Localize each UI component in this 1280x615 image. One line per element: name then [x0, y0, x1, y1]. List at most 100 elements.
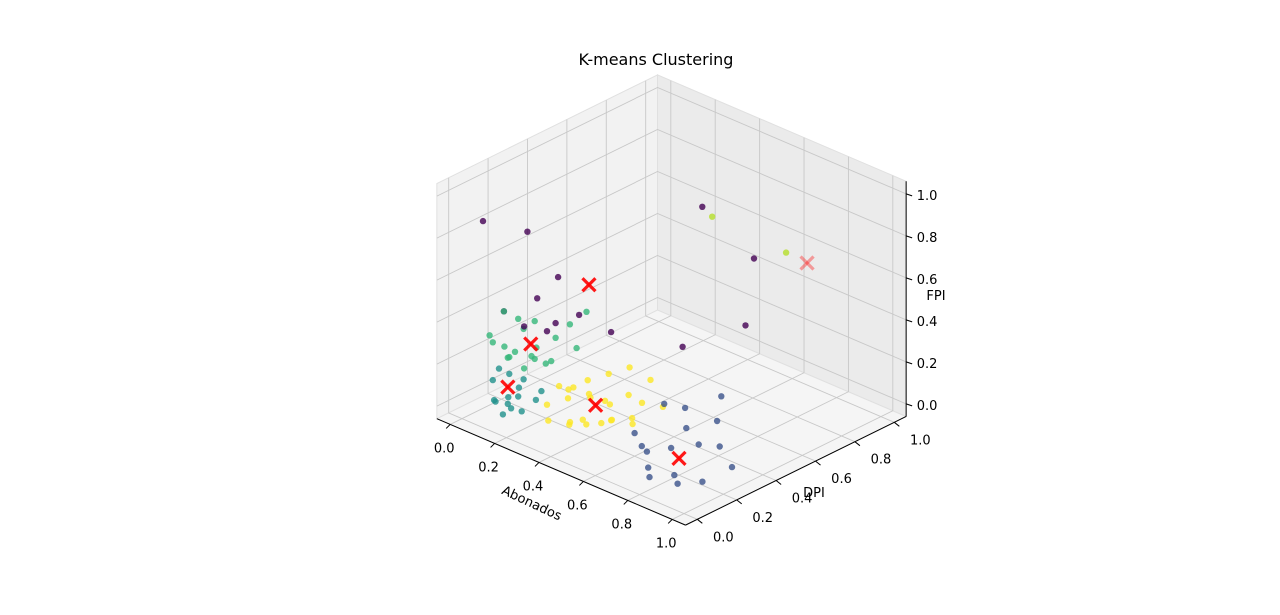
- cluster-3-point: [573, 344, 580, 352]
- z-tick-mark: [905, 319, 913, 323]
- z-tick-mark: [905, 235, 913, 239]
- cluster-1-point: [674, 480, 681, 487]
- cluster-1-point: [681, 404, 689, 412]
- cluster-2-point: [504, 400, 511, 408]
- z-gridline: [436, 128, 907, 239]
- cluster-1-point: [699, 478, 706, 485]
- cluster-1-point: [716, 443, 723, 450]
- cluster-1-point: [631, 429, 638, 437]
- cluster-0-point: [679, 343, 686, 350]
- z-tick-mark: [905, 277, 913, 281]
- cluster-5-point: [647, 376, 654, 384]
- x-axis-line: [436, 418, 686, 526]
- scatter-points: [479, 203, 790, 487]
- y-gridline: [645, 80, 895, 423]
- cluster-3-point: [500, 308, 508, 315]
- cluster-5-point: [564, 395, 572, 402]
- cluster-5-point: [543, 401, 551, 408]
- x-gridline: [494, 99, 716, 444]
- x-tick-label: 0.4: [523, 479, 544, 494]
- cluster-0-point: [520, 323, 528, 330]
- y-gridline: [487, 158, 737, 501]
- cluster-3-point: [542, 360, 549, 367]
- cluster-5-point: [606, 401, 614, 408]
- y-tick-mark: [854, 441, 861, 447]
- axis-grid: [436, 80, 907, 520]
- cluster-0-point: [524, 228, 531, 235]
- z-tick-label: 0.0: [917, 399, 938, 414]
- z-tick-mark: [905, 361, 913, 365]
- cluster-3-point: [515, 315, 522, 322]
- cluster-1-point: [713, 417, 721, 425]
- cluster-5-point: [583, 421, 590, 428]
- cluster-0-point: [479, 217, 487, 225]
- y-tick-label: 0.2: [752, 511, 773, 526]
- z-tick-label: 0.2: [917, 357, 938, 372]
- cluster-5-point: [598, 419, 605, 427]
- cluster-5-point: [638, 399, 646, 406]
- centroid-markers: [500, 255, 815, 467]
- cluster-5-point: [629, 420, 636, 428]
- cluster-4-point: [782, 249, 790, 256]
- z-tick-mark: [905, 403, 913, 407]
- cluster-5-point: [570, 384, 577, 391]
- cluster-5-point: [585, 390, 593, 398]
- cluster-2-point: [495, 365, 503, 372]
- cluster-2-point: [515, 384, 523, 391]
- z-tick-mark: [905, 193, 913, 197]
- cluster-1-point: [661, 400, 668, 408]
- x-gridline: [449, 80, 672, 425]
- x-tick-label: 0.0: [434, 441, 455, 456]
- cluster-5-point: [608, 416, 616, 423]
- x-gridline: [671, 175, 894, 520]
- cluster-2-point: [490, 396, 498, 404]
- z-gridline: [436, 296, 907, 407]
- cluster-1-point: [638, 442, 645, 450]
- axis-panes: [435, 74, 908, 526]
- axis-lines: [436, 181, 913, 526]
- cluster-2-point: [499, 411, 507, 418]
- y-gridline: [566, 119, 816, 462]
- centroid-marker: [799, 255, 815, 271]
- cluster-5-point: [579, 416, 586, 423]
- cluster-5-point: [566, 418, 574, 426]
- y-tick-mark: [736, 499, 743, 505]
- cluster-3-point: [511, 348, 519, 355]
- y-tick-label: 0.0: [713, 530, 734, 545]
- cluster-0-point: [543, 328, 551, 335]
- y-tick-label: 1.0: [910, 433, 931, 448]
- x-tick-label: 0.8: [611, 517, 632, 532]
- cluster-5-point: [584, 377, 591, 384]
- z-tick-label: 1.0: [917, 189, 938, 204]
- cluster-1-point: [645, 464, 652, 471]
- cluster-2-point: [538, 387, 545, 395]
- centroid-x-stroke: [671, 450, 687, 467]
- cluster-3-point: [486, 332, 493, 339]
- cluster-1-point: [643, 448, 651, 455]
- z-gridline: [436, 254, 907, 365]
- cluster-2-point: [507, 405, 515, 412]
- centroid-x-stroke: [587, 397, 604, 413]
- z-axis-label: FPI: [926, 289, 945, 304]
- cluster-3-point: [489, 339, 496, 346]
- cluster-0-point: [554, 273, 562, 281]
- y-gridline: [605, 100, 856, 443]
- cluster-2-point: [532, 396, 540, 404]
- x-tick-mark: [445, 424, 451, 429]
- y-axis-label: DPI: [803, 486, 825, 501]
- cluster-3-point: [548, 357, 555, 365]
- cluster-0-point: [742, 322, 749, 329]
- centroid-x-stroke: [500, 379, 516, 395]
- y-tick-mark: [894, 421, 900, 427]
- cluster-3-point: [504, 354, 511, 361]
- centroid-marker: [581, 277, 597, 293]
- y-tick-label: 0.4: [792, 492, 813, 507]
- x-gridline: [627, 156, 849, 501]
- z-tick-label: 0.6: [917, 273, 938, 288]
- centroid-x-stroke: [581, 277, 597, 293]
- cluster-4-point: [709, 213, 716, 220]
- cluster-5-point: [601, 397, 609, 404]
- centroid-marker: [671, 450, 687, 467]
- cluster-5-point: [565, 386, 572, 393]
